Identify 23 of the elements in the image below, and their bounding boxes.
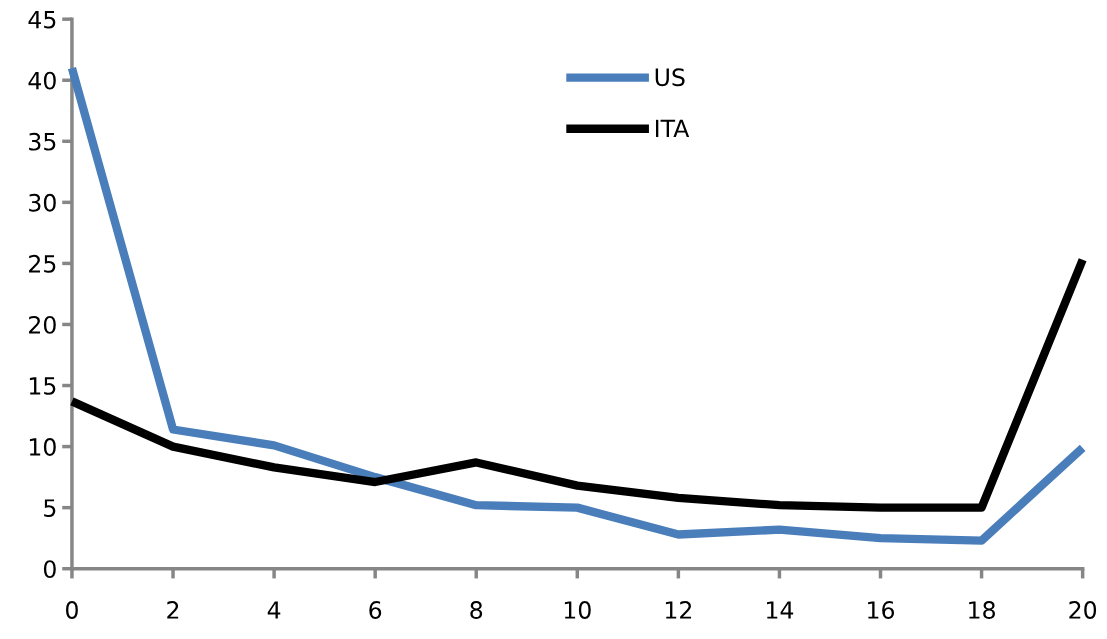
y-tick-label: 25: [29, 254, 56, 273]
x-tick-label: 4: [267, 601, 281, 619]
y-tick-label: 20: [29, 315, 56, 334]
x-tick-label: 8: [470, 601, 483, 619]
y-tick-label: 10: [29, 438, 56, 456]
y-tick-label: 5: [44, 499, 56, 517]
legend-label: ITA: [655, 119, 690, 138]
x-tick-label: 16: [868, 601, 895, 619]
y-tick-label: 30: [29, 193, 56, 212]
y-tick-label: 15: [29, 377, 56, 395]
x-tick-label: 10: [564, 601, 591, 619]
y-tick-label: 35: [29, 132, 56, 151]
x-tick-label: 14: [767, 601, 794, 619]
x-tick-label: 0: [66, 601, 78, 619]
y-tick-label: 0: [43, 560, 56, 579]
y-tick-label: 45: [28, 10, 56, 29]
x-tick-label: 20: [1069, 601, 1097, 619]
x-tick-label: 6: [369, 601, 382, 619]
y-tick-label: 40: [28, 71, 56, 90]
x-tick-label: 18: [969, 601, 995, 619]
legend-label: US: [655, 68, 685, 87]
x-tick-label: 2: [167, 601, 179, 619]
x-tick-label: 12: [665, 601, 692, 619]
